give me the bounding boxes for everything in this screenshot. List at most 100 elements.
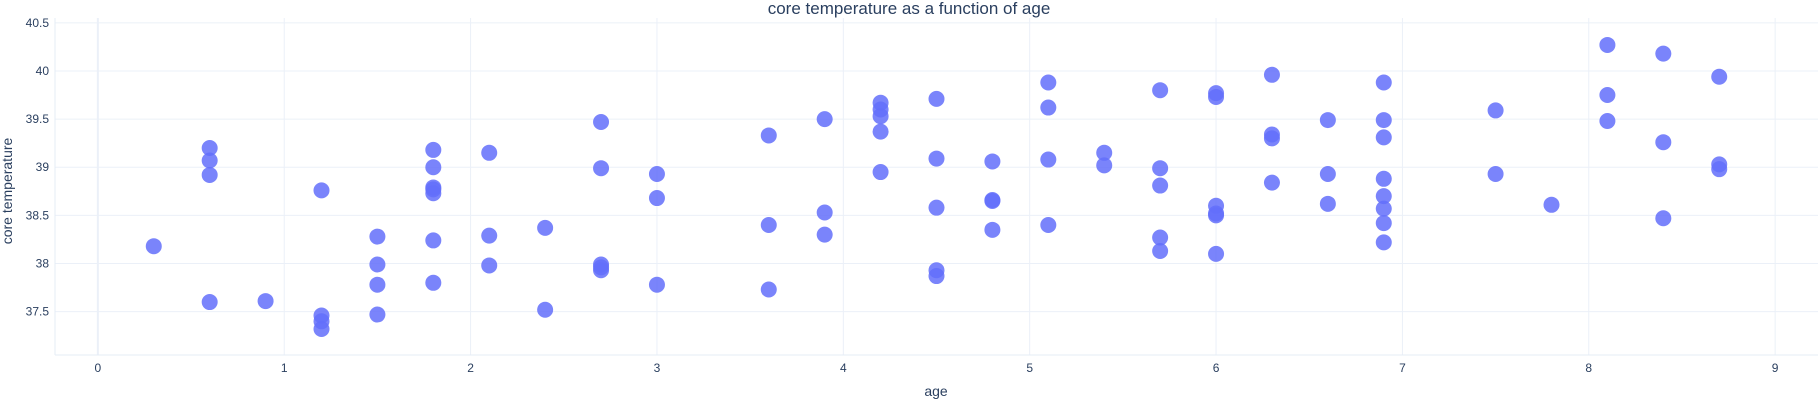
- data-point: [481, 227, 498, 244]
- data-point: [1375, 188, 1392, 205]
- data-point: [257, 293, 274, 310]
- y-tick-label: 40: [36, 64, 50, 78]
- data-point: [928, 199, 945, 216]
- data-point: [1208, 207, 1225, 224]
- y-tick-label: 39: [36, 160, 50, 174]
- data-point: [984, 153, 1001, 170]
- y-tick-label: 39.5: [26, 112, 50, 126]
- data-point: [1319, 112, 1336, 129]
- data-point: [1319, 165, 1336, 182]
- data-point: [1375, 129, 1392, 146]
- data-point: [1375, 112, 1392, 129]
- data-point: [928, 150, 945, 167]
- data-point: [928, 90, 945, 107]
- data-point: [1208, 245, 1225, 262]
- data-point: [1375, 170, 1392, 187]
- data-point: [984, 221, 1001, 238]
- data-point: [1487, 102, 1504, 119]
- data-point: [1375, 200, 1392, 217]
- x-tick-label: 1: [281, 361, 288, 375]
- data-point: [1040, 99, 1057, 116]
- data-points: [145, 36, 1728, 338]
- x-axis-title: age: [924, 383, 948, 399]
- data-point: [1711, 68, 1728, 85]
- data-point: [1487, 165, 1504, 182]
- data-point: [369, 306, 386, 323]
- data-point: [1152, 229, 1169, 246]
- data-point: [1655, 134, 1672, 151]
- x-tick-label: 2: [467, 361, 474, 375]
- data-point: [481, 144, 498, 161]
- data-point: [1375, 74, 1392, 91]
- data-point: [1152, 243, 1169, 260]
- data-point: [648, 276, 665, 293]
- data-point: [1208, 88, 1225, 105]
- data-point: [1096, 157, 1113, 174]
- data-point: [872, 164, 889, 181]
- data-point: [593, 262, 610, 279]
- data-point: [593, 113, 610, 130]
- data-point: [1152, 160, 1169, 177]
- data-point: [816, 226, 833, 243]
- x-tick-label: 8: [1585, 361, 1592, 375]
- data-point: [425, 232, 442, 249]
- data-point: [313, 321, 330, 338]
- data-point: [816, 204, 833, 221]
- data-point: [760, 127, 777, 144]
- data-point: [928, 268, 945, 285]
- data-point: [537, 219, 554, 236]
- data-point: [1711, 161, 1728, 178]
- data-point: [593, 160, 610, 177]
- data-point: [369, 276, 386, 293]
- data-point: [648, 165, 665, 182]
- data-point: [816, 111, 833, 128]
- data-point: [369, 256, 386, 273]
- data-point: [1599, 36, 1616, 53]
- data-point: [201, 294, 218, 311]
- data-point: [1375, 234, 1392, 251]
- data-point: [1599, 113, 1616, 130]
- data-point: [1040, 74, 1057, 91]
- x-tick-label: 3: [654, 361, 661, 375]
- data-point: [1263, 66, 1280, 83]
- data-point: [425, 274, 442, 291]
- data-point: [1040, 217, 1057, 234]
- data-point: [1599, 87, 1616, 104]
- data-point: [648, 190, 665, 207]
- y-tick-label: 38.5: [26, 208, 50, 222]
- x-tick-label: 0: [95, 361, 102, 375]
- x-tick-label: 5: [1026, 361, 1033, 375]
- data-point: [1152, 82, 1169, 99]
- y-axis-title: core temperature: [0, 137, 15, 244]
- data-point: [201, 152, 218, 169]
- data-point: [760, 217, 777, 234]
- data-point: [1655, 45, 1672, 62]
- data-point: [481, 257, 498, 274]
- data-point: [369, 228, 386, 245]
- data-point: [537, 301, 554, 318]
- data-point: [145, 238, 162, 255]
- data-point: [1263, 130, 1280, 147]
- data-point: [1375, 215, 1392, 232]
- data-point: [872, 108, 889, 125]
- x-tick-label: 9: [1772, 361, 1779, 375]
- data-point: [313, 182, 330, 199]
- data-point: [1040, 151, 1057, 168]
- data-point: [1096, 144, 1113, 161]
- x-tick-label: 6: [1213, 361, 1220, 375]
- data-point: [201, 166, 218, 183]
- x-tick-label: 7: [1399, 361, 1406, 375]
- data-point: [872, 123, 889, 140]
- tick-labels: 0 1 2 3 4 5 6 7 8 9 37.5 38 38.5 39 39.5 40 40.5: [26, 16, 1779, 375]
- data-point: [760, 281, 777, 298]
- data-point: [984, 192, 1001, 209]
- data-point: [1543, 196, 1560, 213]
- data-point: [1655, 210, 1672, 227]
- x-tick-label: 4: [840, 361, 847, 375]
- chart-title: core temperature as a function of age: [768, 0, 1051, 18]
- data-point: [1263, 174, 1280, 191]
- data-point: [425, 159, 442, 176]
- y-tick-label: 37.5: [26, 305, 50, 319]
- axes: [54, 18, 1818, 356]
